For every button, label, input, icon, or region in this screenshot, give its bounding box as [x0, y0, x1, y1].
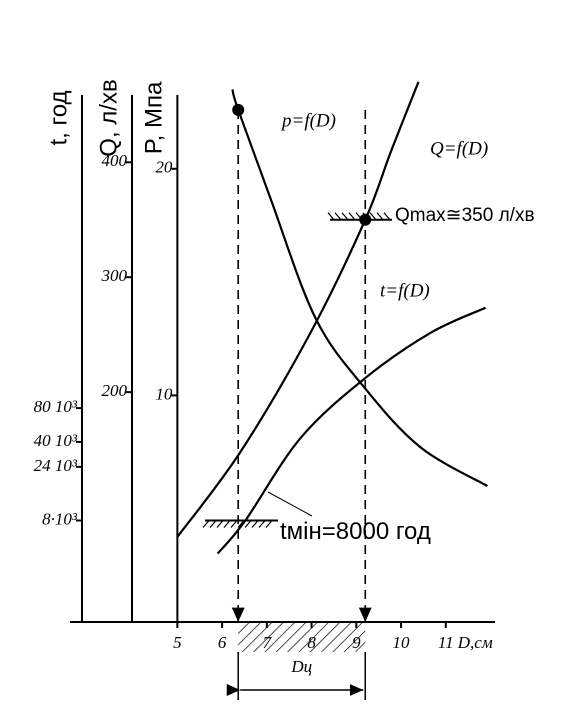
hatch-tick: [376, 212, 384, 221]
x-axis-title: D,см: [457, 633, 493, 652]
y-tick-label: 200: [102, 381, 128, 400]
range-label: Dц: [290, 657, 312, 676]
hatch-tick: [209, 520, 217, 528]
hatch-tick: [369, 212, 377, 221]
leader: [267, 491, 313, 517]
hatch-tick: [327, 212, 335, 221]
curve: [176, 81, 420, 538]
hatch-tick: [348, 212, 356, 221]
y-axis-title: t, год: [45, 90, 72, 145]
x-tick-label: 11: [438, 633, 454, 652]
hatch-tick: [334, 212, 342, 221]
hatch-tick: [230, 520, 238, 528]
y-tick-label: 80 10³: [34, 397, 78, 416]
x-tick-label: 10: [393, 633, 411, 652]
y-tick-label: 20: [155, 158, 173, 177]
y-tick-label: 300: [101, 266, 128, 285]
hatch-tick: [223, 520, 231, 528]
y-tick-label: 10: [155, 384, 173, 403]
hatch-tick: [202, 520, 210, 528]
curve-label: p=f(D): [280, 110, 336, 131]
hatch-tick: [251, 520, 259, 528]
hatch-tick: [216, 520, 224, 528]
y-axis-title: Q, л/хв: [95, 79, 122, 156]
range-hatch: [238, 622, 366, 652]
hatch-tick: [341, 212, 349, 221]
x-tick-label: 6: [218, 633, 227, 652]
curve-label: Q=f(D): [430, 138, 488, 159]
hatch-tick: [258, 520, 266, 528]
point: [232, 103, 245, 116]
y-tick-label: 24 10³: [34, 456, 78, 475]
curve: [216, 306, 487, 555]
hatch-tick: [265, 520, 273, 528]
y-axis-title: P, Мпа: [141, 81, 168, 154]
y-tick-label: 400: [102, 151, 128, 170]
limit-label: tмін=8000 год: [280, 518, 431, 545]
hatch-tick: [383, 212, 391, 221]
hatch-tick: [355, 212, 363, 221]
y-tick-label: 8·10³: [42, 509, 78, 528]
limit-label: Qmax≅350 л/хв: [395, 205, 535, 226]
y-tick-label: 40 10³: [34, 431, 78, 450]
x-tick-label: 5: [173, 633, 182, 652]
curve-label: t=f(D): [380, 280, 430, 301]
hatch-tick: [237, 520, 245, 528]
hatch-tick: [244, 520, 252, 528]
hatch-tick: [362, 212, 370, 221]
